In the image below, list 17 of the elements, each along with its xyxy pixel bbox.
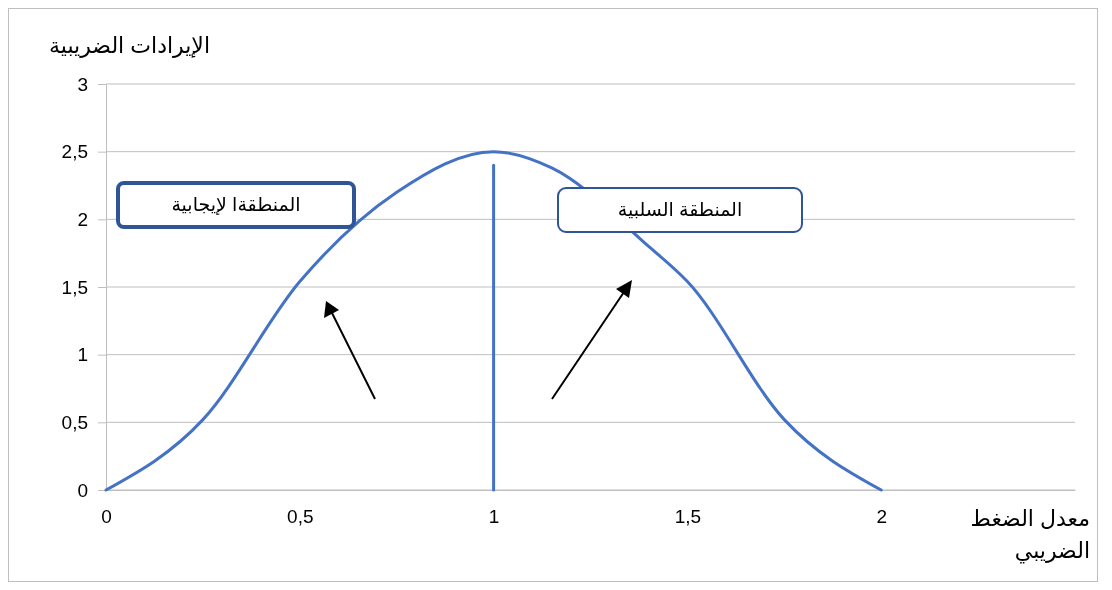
y-tick-label: 0: [77, 479, 88, 501]
y-axis-title: الإيرادات الضريبية: [49, 33, 210, 58]
y-tick-label: 2: [77, 208, 88, 230]
y-tick-label: 1,5: [61, 276, 88, 298]
x-axis-title: معدل الضغط الضريبي: [970, 506, 1090, 564]
x-tick-label: 0,5: [287, 506, 314, 528]
y-tick-label: 3: [77, 73, 88, 95]
x-tick-label: 1,5: [674, 506, 702, 528]
x-tick-label: 1: [488, 506, 500, 528]
x-tick-label: 2: [876, 506, 887, 528]
annotation: المنطقة السلبية: [617, 199, 743, 220]
line-series: [104, 150, 883, 492]
y-tick-label: 1: [77, 344, 88, 366]
x-tick-label: 0: [101, 506, 112, 528]
y-tick-label: 0,5: [61, 411, 88, 433]
y-tick-label: 2,5: [61, 141, 88, 163]
annotation: المنطقةا لإيجابية: [171, 194, 301, 216]
